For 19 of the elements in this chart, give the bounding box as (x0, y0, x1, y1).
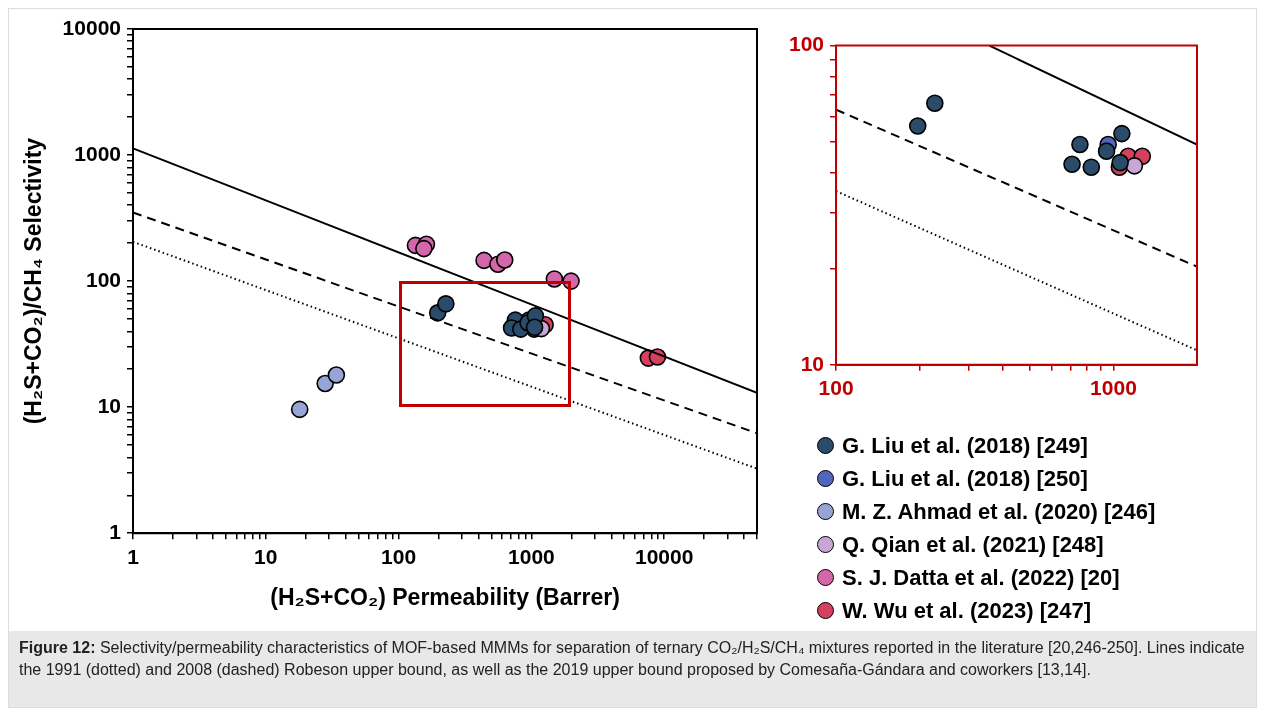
x-tick-label: 1000 (508, 544, 555, 568)
legend-label: G. Liu et al. (2018) [250] (842, 465, 1088, 492)
legend-label: Q. Qian et al. (2021) [248] (842, 531, 1104, 558)
caption: Figure 12: Selectivity/permeability characteristics of MOF-based MMMs for separation of ternary CO₂/H₂S/CH₄ mixtures reported in the literature [20,246-250]. Lines indicate the 1991 (dotted) and 2008 (dashed) Robeson upper bound, as well as the 2019 upper bound proposed by Comesaña-Gándara and coworkers [13,14]. (19, 639, 1245, 678)
y-tick-label: 1000 (74, 141, 121, 165)
legend-label: G. Liu et al. (2018) [249] (842, 432, 1088, 459)
x-tick-label: 10 (254, 544, 278, 568)
y-tick-label: 1 (109, 520, 122, 543)
legend-label: W. Wu et al. (2023) [247] (842, 597, 1092, 624)
x-axis-title: (H₂S+CO₂) Permeability (Barrer) (270, 583, 620, 610)
legend-label: M. Z. Ahmad et al. (2020) [246] (842, 498, 1156, 525)
y-tick-label: 10 (97, 393, 121, 417)
y-tick-label: 100 (85, 267, 121, 291)
y-tick-label: 10000 (62, 15, 121, 39)
x-tick-label: 1 (127, 544, 140, 568)
legend-label: S. J. Datta et al. (2022) [20] (842, 564, 1120, 591)
x-tick-label: 10000 (634, 544, 694, 568)
y-axis-title: (H₂S+CO₂)/CH₄ Selectivity (20, 137, 47, 425)
x-tick-label: 100 (381, 544, 417, 568)
